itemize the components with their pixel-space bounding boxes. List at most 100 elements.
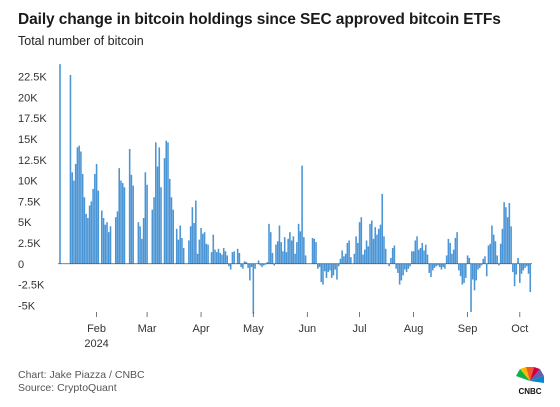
bar xyxy=(261,263,263,268)
x-tick-label: Apr xyxy=(193,323,210,335)
bar xyxy=(336,263,338,280)
bar xyxy=(238,252,241,264)
bar xyxy=(503,202,505,264)
bar xyxy=(418,249,420,264)
bar xyxy=(405,263,408,273)
bar xyxy=(167,142,169,264)
bar xyxy=(445,255,448,264)
bar xyxy=(487,245,490,264)
bar xyxy=(210,252,213,264)
bar xyxy=(339,258,342,264)
bar xyxy=(433,263,436,268)
bar xyxy=(182,247,185,264)
bar xyxy=(357,242,359,264)
bar xyxy=(391,247,394,264)
bar xyxy=(153,197,155,264)
bar xyxy=(188,240,190,264)
bar xyxy=(393,245,396,264)
bar xyxy=(330,263,333,278)
y-tick-label: 22.5K xyxy=(18,72,47,84)
bar xyxy=(484,256,486,264)
bar xyxy=(400,263,403,281)
x-tick-label: Aug xyxy=(404,323,424,335)
x-tick-label: Jun xyxy=(298,323,316,335)
bar xyxy=(257,260,260,264)
x-tick-label: Feb xyxy=(87,323,106,335)
bar xyxy=(92,188,94,264)
y-tick-label: 20K xyxy=(18,92,38,104)
bar xyxy=(200,228,202,264)
x-tick-label: Oct xyxy=(511,323,528,335)
bar xyxy=(289,232,291,264)
bar xyxy=(332,263,335,276)
bar xyxy=(224,251,227,264)
bar xyxy=(501,228,504,264)
bar xyxy=(299,231,302,264)
bar xyxy=(172,209,174,264)
bar xyxy=(250,263,253,268)
bar xyxy=(437,263,439,266)
bar xyxy=(482,258,485,264)
bar xyxy=(520,263,523,274)
bar xyxy=(444,263,446,269)
bar xyxy=(116,211,119,264)
y-tick-label: -2.5K xyxy=(18,280,45,292)
bar xyxy=(123,187,126,264)
bar xyxy=(214,249,216,264)
bar xyxy=(114,217,117,264)
bar xyxy=(353,253,356,264)
bar xyxy=(73,180,75,264)
bar xyxy=(198,239,201,264)
bar xyxy=(231,252,234,264)
bar xyxy=(323,263,326,272)
bar xyxy=(128,148,131,264)
bar xyxy=(485,263,488,277)
bar xyxy=(494,241,497,264)
bar xyxy=(515,263,518,275)
bar xyxy=(179,225,181,264)
bar xyxy=(512,263,514,273)
bar xyxy=(377,228,380,264)
y-tick-label: 5K xyxy=(18,217,32,229)
bar xyxy=(195,200,197,264)
y-tick-label: 15K xyxy=(18,134,38,146)
bar xyxy=(492,234,495,264)
x-tick-year-label: 2024 xyxy=(84,338,108,350)
bar xyxy=(219,252,222,264)
bar xyxy=(390,257,392,264)
bar xyxy=(233,251,235,264)
bar xyxy=(407,263,410,269)
bar xyxy=(505,207,507,264)
bar xyxy=(226,255,228,264)
bar xyxy=(287,238,289,264)
bar xyxy=(367,246,370,264)
bar xyxy=(513,263,516,287)
bar xyxy=(524,263,526,268)
bar xyxy=(435,263,437,267)
bar xyxy=(506,217,509,264)
x-tick-label: May xyxy=(243,323,264,335)
bar xyxy=(398,263,401,285)
x-tick-label: Sep xyxy=(458,323,478,335)
bar xyxy=(452,249,455,264)
bar xyxy=(76,147,79,264)
bar xyxy=(519,263,521,283)
bar xyxy=(222,247,225,264)
bar xyxy=(419,247,422,264)
bar xyxy=(412,251,415,264)
bar xyxy=(155,142,157,264)
bar xyxy=(424,244,427,264)
bar xyxy=(472,263,474,280)
bar xyxy=(120,180,122,264)
bar xyxy=(107,232,110,264)
bar xyxy=(508,203,511,264)
bar xyxy=(168,178,171,264)
bar xyxy=(376,234,378,264)
bar xyxy=(228,263,230,267)
bar xyxy=(137,222,140,264)
bar xyxy=(430,263,432,278)
bar xyxy=(71,172,73,264)
bar xyxy=(362,254,364,264)
bar xyxy=(421,242,424,264)
bar xyxy=(451,253,453,264)
